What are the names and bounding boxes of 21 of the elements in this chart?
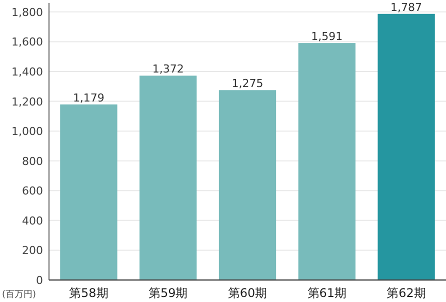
y-axis-title: (百万円) [2, 290, 36, 300]
x-tick-label: 第60期 [228, 286, 268, 300]
data-label: 1,787 [390, 0, 422, 14]
x-tick-label: 第59期 [148, 286, 188, 300]
y-tick-label: 800 [22, 154, 43, 168]
data-label: 1,179 [72, 91, 104, 104]
y-tick-label: 600 [22, 184, 43, 198]
data-label: 1,372 [152, 62, 184, 76]
x-tick-label: 第58期 [69, 286, 108, 300]
y-tick-label: 400 [22, 214, 43, 228]
y-tick-label: 1,600 [12, 36, 43, 49]
y-tick-label: 1,800 [12, 6, 43, 19]
data-label: 1,591 [311, 30, 343, 44]
data-label: 1,275 [232, 77, 264, 90]
y-tick-label: 200 [22, 244, 43, 258]
x-tick-label: 第62期 [386, 286, 426, 300]
x-tick-label: 第61期 [307, 286, 347, 300]
y-tick-label: 1,000 [12, 125, 43, 138]
y-tick-label: 0 [36, 274, 43, 287]
y-tick-label: 1,200 [12, 95, 43, 108]
y-tick-label: 1,400 [12, 66, 43, 79]
